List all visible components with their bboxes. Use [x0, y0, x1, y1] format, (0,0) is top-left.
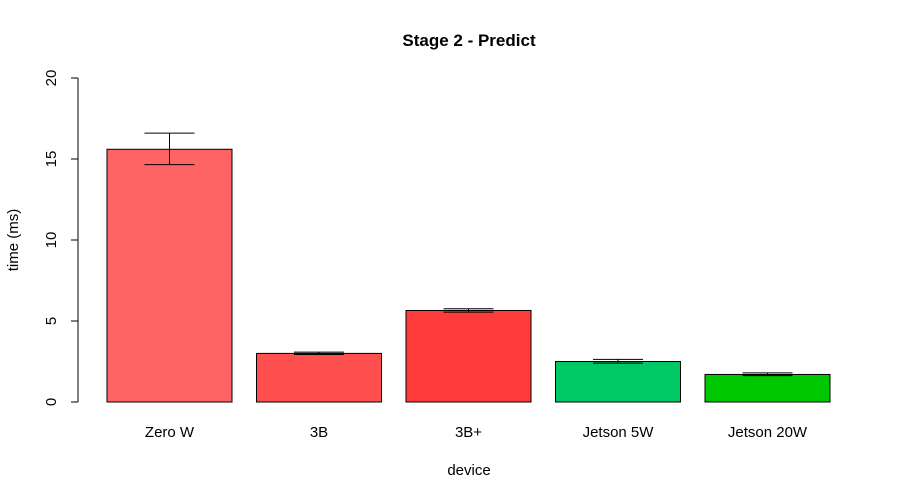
y-tick-label: 5 — [43, 317, 60, 325]
x-axis-label: device — [447, 462, 490, 479]
bar — [405, 309, 532, 403]
x-tick-label: Zero W — [145, 424, 195, 441]
x-tick-label: Jetson 20W — [728, 424, 808, 441]
bar — [106, 148, 233, 403]
y-axis-label: time (ms) — [5, 209, 22, 272]
y-tick-label: 0 — [43, 398, 60, 406]
x-axis-tick-labels: Zero W 3B 3B+ Jetson 5W Jetson 20W — [145, 424, 808, 441]
x-tick-label: Jetson 5W — [583, 424, 655, 441]
bar — [704, 373, 831, 403]
bars — [106, 148, 831, 403]
y-axis-ticks: 0 5 10 15 20 — [43, 70, 78, 406]
bar — [256, 352, 382, 403]
y-tick-label: 20 — [43, 70, 60, 87]
y-tick-label: 10 — [43, 232, 60, 249]
chart-title: Stage 2 - Predict — [402, 31, 536, 50]
x-tick-label: 3B+ — [455, 424, 482, 441]
y-tick-label: 15 — [43, 151, 60, 168]
bar — [555, 361, 681, 403]
error-bars — [144, 132, 793, 377]
x-tick-label: 3B — [310, 424, 328, 441]
